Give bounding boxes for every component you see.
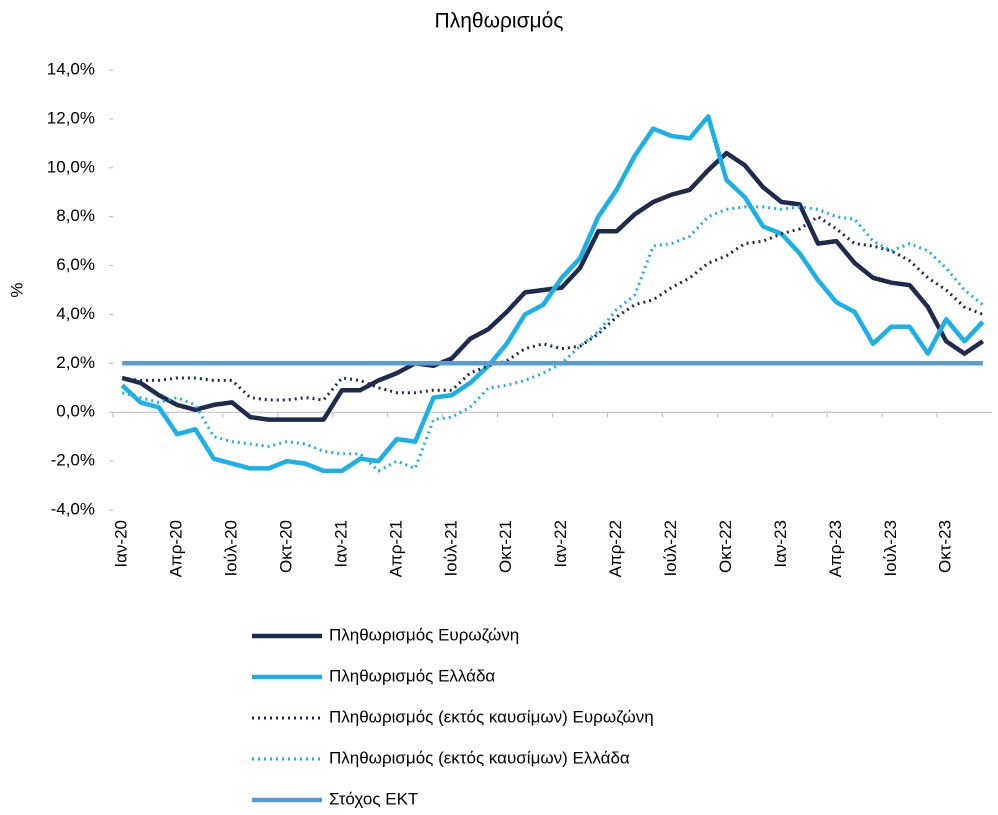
x-tick-label: Ιούλ-22 [661,520,680,577]
series-line [121,150,985,422]
legend-label: Πληθωρισμός Ευρωζώνη [329,625,519,644]
legend-label: Στόχος ΕΚΤ [329,789,418,808]
y-axis-label: % [7,282,26,297]
x-tick-label: Ιαν-20 [112,520,131,568]
y-tick-label: 14,0% [47,59,95,78]
x-tick-label: Ιαν-22 [551,520,570,568]
x-tick-label: Οκτ-23 [936,520,955,573]
y-tick-label: 8,0% [56,206,95,225]
y-tick-label: 12,0% [47,108,95,127]
x-tick-label: Απρ-21 [386,520,405,577]
x-tick-label: Ιαν-21 [331,520,350,568]
legend-label: Πληθωρισμός Ελλάδα [329,666,495,685]
x-tick-label: Απρ-20 [167,520,186,577]
x-tick-label: Ιούλ-20 [222,520,241,577]
chart-title: Πληθωρισμός [435,10,564,33]
x-tick-label: Απρ-22 [606,520,625,577]
series-line [120,114,985,474]
y-tick-label: 2,0% [56,353,95,372]
y-tick-label: 4,0% [56,304,95,323]
legend-label: Πληθωρισμός (εκτός καυσίμων) Ελλάδα [329,748,630,767]
y-tick-label: -2,0% [51,451,95,470]
y-tick-label: 6,0% [56,255,95,274]
x-tick-label: Οκτ-21 [496,520,515,573]
legend-label: Πληθωρισμός (εκτός καυσίμων) Ευρωζώνη [329,707,654,726]
x-tick-label: Απρ-23 [826,520,845,577]
x-tick-label: Ιούλ-21 [441,520,460,577]
x-tick-label: Ιούλ-23 [881,520,900,577]
y-tick-label: -4,0% [51,499,95,518]
series-line [122,215,984,402]
x-tick-label: Οκτ-22 [716,520,735,573]
x-tick-label: Οκτ-20 [276,520,295,573]
y-tick-label: 0,0% [56,402,95,421]
y-tick-label: 10,0% [47,157,95,176]
x-tick-label: Ιαν-23 [771,520,790,568]
series-line [121,205,984,473]
